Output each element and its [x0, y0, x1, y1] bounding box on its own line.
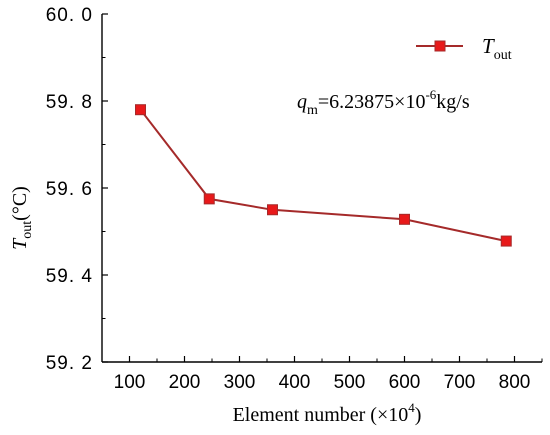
x-tick-label: 700	[444, 372, 476, 393]
series-t-out	[135, 104, 512, 247]
x-tick-label: 600	[389, 372, 421, 393]
annotation-unit: kg/s	[436, 91, 470, 113]
y-tick-label: 59. 4	[46, 266, 93, 287]
x-tick-label: 800	[499, 372, 531, 393]
x-axis-label: Element number (×104)	[233, 400, 422, 426]
series-line	[139, 109, 507, 243]
legend-label: Tout	[482, 34, 512, 63]
annotation-sub: m	[307, 103, 318, 118]
x-tick-label: 200	[169, 372, 201, 393]
y-axis-label-sub: out	[20, 221, 35, 239]
data-point-marker	[267, 204, 278, 216]
y-axis-label-main: T	[9, 237, 31, 250]
legend-label-sub: out	[494, 48, 512, 63]
y-axis-label-unit: (°C)	[9, 186, 31, 221]
annotation-value: =6.23875×10	[318, 91, 426, 113]
y-tick-label: 59. 8	[46, 92, 93, 113]
x-tick-label: 100	[114, 372, 146, 393]
legend-label-main: T	[482, 34, 495, 58]
x-axis-label-text: Element number (×10	[233, 404, 409, 426]
flow-rate-annotation: qm=6.23875×10-6kg/s	[297, 87, 470, 118]
ticks: 59. 2 59. 4 59. 6 59. 8 60. 0 100 200 300 400 500…	[46, 5, 543, 393]
data-point-marker	[500, 235, 512, 247]
y-axis-label: Tout(°C)	[9, 186, 35, 250]
axes	[101, 14, 542, 363]
data-point-marker	[135, 104, 146, 116]
x-tick-label: 300	[224, 372, 256, 393]
legend-marker	[434, 40, 446, 52]
y-tick-label: 59. 2	[46, 353, 93, 374]
data-point-marker	[203, 193, 215, 205]
x-tick-label: 400	[279, 372, 311, 393]
y-tick-label: 59. 6	[46, 179, 93, 200]
x-axis-label-suffix: )	[415, 404, 422, 426]
data-point-marker	[399, 213, 410, 225]
annotation-sup: -6	[425, 87, 436, 102]
x-axis-label-sup: 4	[408, 400, 415, 415]
x-tick-label: 500	[334, 372, 366, 393]
y-tick-label: 60. 0	[46, 5, 93, 26]
annotation-main: q	[297, 91, 307, 113]
legend: Tout	[416, 34, 512, 63]
